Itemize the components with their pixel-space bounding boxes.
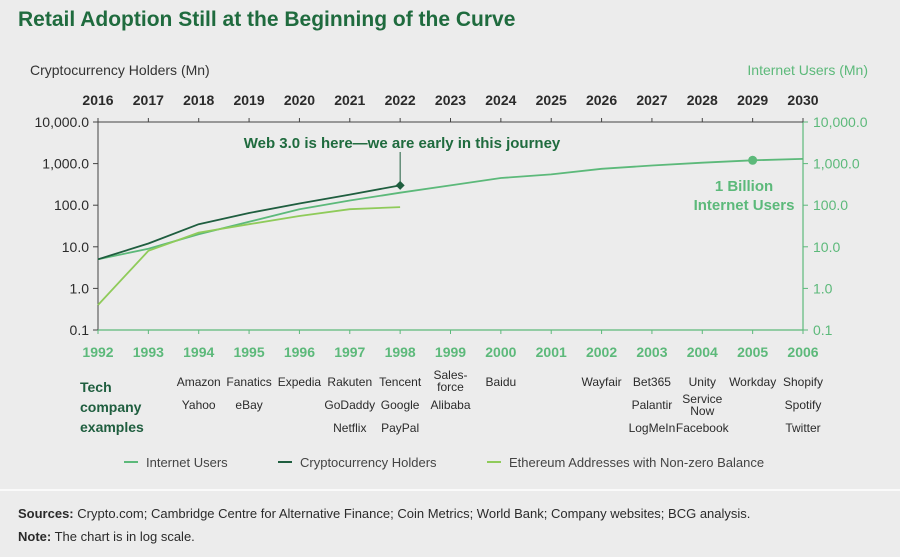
company-name: GoDaddy	[324, 398, 375, 412]
tech-examples-label: company	[80, 399, 142, 415]
note-line: Note: The chart is in log scale.	[18, 529, 195, 544]
company-name: Alibaba	[430, 398, 470, 412]
y-tick-label-left: 1.0	[70, 280, 90, 296]
crypto-holders-line	[97, 184, 401, 261]
company-name: Workday	[729, 375, 776, 389]
company-name: Fanatics	[226, 375, 271, 389]
tech-examples-label: examples	[80, 419, 144, 435]
note-label: Note:	[18, 529, 52, 544]
x-tick-label-bottom: 1997	[334, 344, 365, 360]
one-billion-marker	[748, 155, 758, 165]
x-tick-label-top: 2025	[536, 92, 567, 108]
x-tick-label-bottom: 2006	[787, 344, 818, 360]
x-tick-label-bottom: 2002	[586, 344, 617, 360]
company-name: Shopify	[783, 375, 823, 389]
one-billion-annotation-line1: 1 Billion	[715, 178, 773, 195]
legend-label: Internet Users	[146, 455, 228, 470]
x-tick-label-top: 2018	[183, 92, 214, 108]
company-name: Now	[690, 404, 714, 418]
ethereum-addresses-line	[97, 206, 401, 306]
x-tick-label-top: 2023	[435, 92, 466, 108]
x-tick-label-bottom: 2000	[485, 344, 516, 360]
crypto-endpoint-marker	[395, 180, 405, 190]
chart-title: Retail Adoption Still at the Beginning o…	[18, 8, 516, 31]
y-tick-label-right: 100.0	[813, 197, 848, 213]
company-name: Rakuten	[327, 375, 372, 389]
y-axis-label-right: Internet Users (Mn)	[747, 62, 868, 78]
sources-label: Sources:	[18, 506, 74, 521]
tech-examples-label: Tech	[80, 379, 112, 395]
x-tick-label-bottom: 2004	[687, 344, 718, 360]
x-tick-label-top: 2017	[133, 92, 164, 108]
company-name: Google	[381, 398, 420, 412]
company-name: Wayfair	[581, 375, 621, 389]
x-tick-label-top: 2027	[636, 92, 667, 108]
sources-line: Sources: Crypto.com; Cambridge Centre fo…	[18, 506, 750, 521]
x-tick-label-top: 2030	[787, 92, 818, 108]
company-name: Palantir	[632, 398, 673, 412]
company-name: Bet365	[633, 375, 671, 389]
legend-label: Cryptocurrency Holders	[300, 455, 437, 470]
company-name: Yahoo	[182, 398, 216, 412]
y-tick-label-right: 10,000.0	[813, 114, 868, 130]
y-tick-label-left: 0.1	[70, 322, 90, 338]
web3-annotation: Web 3.0 is here—we are early in this jou…	[244, 135, 561, 152]
x-tick-label-bottom: 1994	[183, 344, 214, 360]
x-tick-label-top: 2026	[586, 92, 617, 108]
company-name: Unity	[689, 375, 716, 389]
company-name: Baidu	[486, 375, 517, 389]
x-tick-label-top: 2024	[485, 92, 516, 108]
company-name: Amazon	[177, 375, 221, 389]
x-tick-label-top: 2020	[284, 92, 315, 108]
y-axis-label-left: Cryptocurrency Holders (Mn)	[30, 62, 210, 78]
x-tick-label-bottom: 1999	[435, 344, 466, 360]
one-billion-annotation-line2: Internet Users	[694, 197, 795, 214]
y-tick-label-left: 100.0	[54, 197, 89, 213]
x-tick-label-bottom: 2003	[636, 344, 667, 360]
x-tick-label-bottom: 1992	[82, 344, 113, 360]
company-name: Twitter	[785, 421, 820, 435]
y-tick-label-right: 1,000.0	[813, 156, 860, 172]
company-name: Tencent	[379, 375, 422, 389]
x-tick-label-top: 2022	[385, 92, 416, 108]
company-name: Sales-	[433, 368, 467, 382]
y-tick-label-right: 10.0	[813, 239, 840, 255]
company-name: Expedia	[278, 375, 322, 389]
sources-text: Crypto.com; Cambridge Centre for Alterna…	[77, 506, 751, 521]
company-name: force	[437, 380, 464, 394]
x-tick-label-bottom: 2005	[737, 344, 768, 360]
plot-area: 0.1 0.1 1.0 1.0 10.0 10.0 100.0 100.0 1,000.0 1,0…	[0, 92, 900, 491]
company-name: Spotify	[785, 398, 822, 412]
y-tick-label-left: 10,000.0	[35, 114, 90, 130]
x-tick-label-top: 2021	[334, 92, 365, 108]
company-name: Service	[682, 392, 722, 406]
note-text: The chart is in log scale.	[54, 529, 195, 544]
y-tick-label-right: 0.1	[813, 322, 833, 338]
company-name: PayPal	[381, 421, 419, 435]
company-name: eBay	[235, 398, 262, 412]
x-tick-label-bottom: 1996	[284, 344, 315, 360]
company-name: Facebook	[676, 421, 730, 435]
x-tick-label-bottom: 2001	[536, 344, 567, 360]
legend-label: Ethereum Addresses with Non-zero Balance	[509, 455, 764, 470]
x-tick-label-top: 2019	[233, 92, 264, 108]
y-tick-label-left: 10.0	[62, 239, 89, 255]
x-tick-label-top: 2016	[82, 92, 113, 108]
x-tick-label-bottom: 1993	[133, 344, 164, 360]
y-tick-label-right: 1.0	[813, 280, 833, 296]
x-tick-label-bottom: 1998	[385, 344, 416, 360]
company-name: Netflix	[333, 421, 366, 435]
x-tick-label-top: 2029	[737, 92, 768, 108]
y-tick-label-left: 1,000.0	[42, 156, 89, 172]
company-name: LogMeIn	[629, 421, 676, 435]
x-tick-label-top: 2028	[687, 92, 718, 108]
x-tick-label-bottom: 1995	[233, 344, 264, 360]
